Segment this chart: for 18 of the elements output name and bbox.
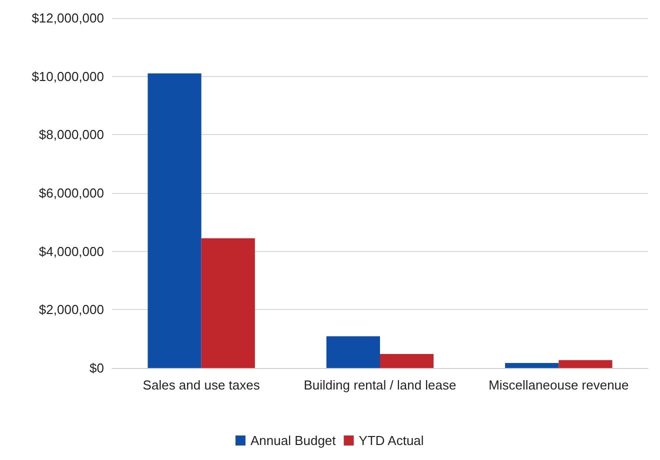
x-tick-label: Sales and use taxes: [142, 378, 260, 392]
y-tick-label: $2,000,000: [38, 302, 104, 318]
x-tick-label: Building rental / land lease: [304, 378, 456, 392]
y-tick-label: $10,000,000: [32, 68, 104, 84]
bar: [326, 336, 380, 368]
bar: [380, 354, 434, 368]
x-tick-label: Miscellaneouse revenue: [488, 378, 629, 392]
y-tick-label: $4,000,000: [38, 244, 104, 259]
bar: [558, 360, 612, 368]
y-tick-label: $12,000,000: [32, 10, 104, 26]
legend-label: YTD Actual: [358, 433, 424, 448]
bar: [148, 73, 202, 368]
bar: [201, 238, 255, 368]
y-tick-label: $6,000,000: [38, 186, 104, 200]
y-tick-label: $8,000,000: [38, 127, 104, 142]
legend-label: Annual Budget: [250, 433, 336, 448]
y-tick-label: $0: [90, 360, 104, 376]
bar: [505, 363, 559, 368]
